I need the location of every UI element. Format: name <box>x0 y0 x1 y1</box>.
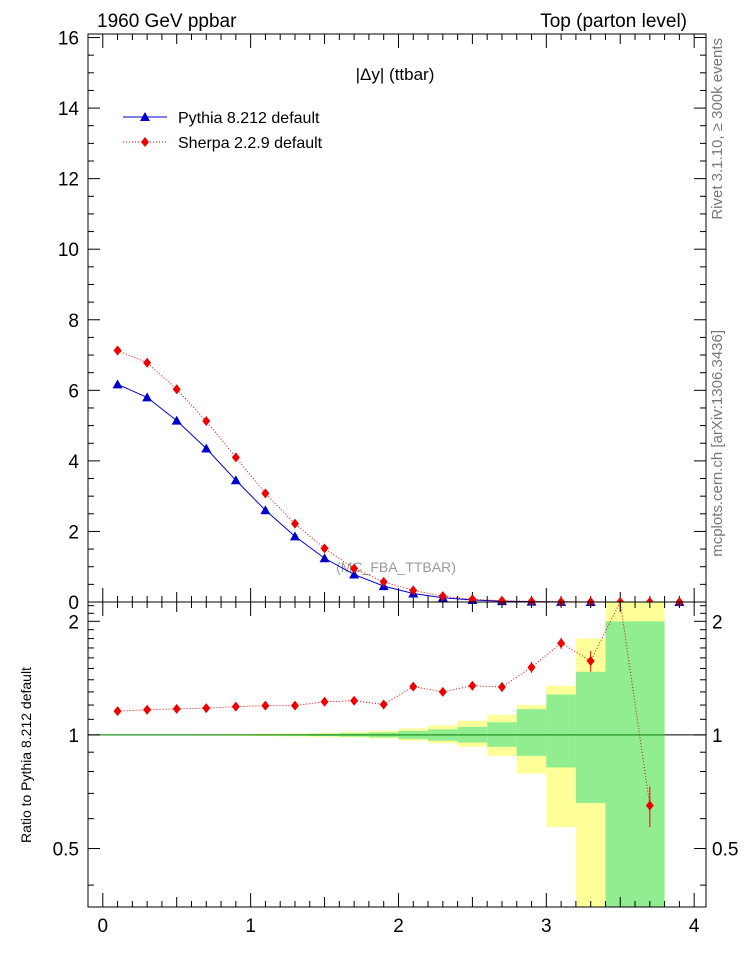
sherpa-ratio-point <box>172 703 181 714</box>
ratio-y-tick-label: 2 <box>68 612 79 633</box>
sherpa-ratio-point <box>586 655 595 666</box>
stat-uncertainty-band <box>635 621 665 907</box>
sherpa-ratio-point <box>350 695 359 706</box>
ratio-x-tick-label: 3 <box>541 916 552 937</box>
pythia-point <box>260 505 271 515</box>
ratio-y-label: Ratio to Pythia 8.212 default <box>18 667 34 843</box>
sherpa-ratio-point <box>438 686 447 697</box>
main-panel: 0 2 4 6 8 10 12 14 16 |Δy| (ttbar) (MC_FBA_TTBAR… <box>58 29 707 614</box>
pythia-point <box>319 553 330 563</box>
pythia-point <box>142 392 153 402</box>
legend-label-pythia: Pythia 8.212 default <box>178 110 320 127</box>
analysis-watermark: (MC_FBA_TTBAR) <box>336 559 456 575</box>
rivet-label: Rivet 3.1.10, ≥ 300k events <box>709 38 726 220</box>
sherpa-point <box>261 488 270 499</box>
legend-marker-sherpa <box>141 137 149 147</box>
main-y-tick-label: 4 <box>68 452 79 473</box>
legend-entry-sherpa: Sherpa 2.2.9 default <box>123 135 323 152</box>
ratio-y-tick-label-right: 0.5 <box>712 840 738 861</box>
main-y-tick-label: 6 <box>68 381 79 402</box>
sherpa-point <box>172 384 181 395</box>
pythia-point <box>349 569 360 579</box>
pythia-point <box>171 415 182 425</box>
stat-uncertainty-band <box>605 621 636 907</box>
sherpa-point <box>497 595 506 606</box>
sherpa-point <box>350 563 359 574</box>
header-right: Top (parton level) <box>540 11 687 32</box>
stat-uncertainty-band <box>516 709 547 756</box>
ratio-x-tick-label: 0 <box>97 916 108 937</box>
sherpa-point <box>231 452 240 463</box>
ratio-bands <box>102 602 665 907</box>
pythia-point <box>289 531 300 541</box>
ratio-x-tick-label: 1 <box>245 916 256 937</box>
ratio-y-tick-label-right: 1 <box>712 726 723 747</box>
sherpa-ratio-point <box>320 696 329 707</box>
sherpa-ratio-point <box>527 662 536 673</box>
main-y-axis: 0 2 4 6 8 10 12 14 16 <box>58 29 706 614</box>
legend-marker-pythia <box>140 112 150 121</box>
ratio-y-tick-label: 0.5 <box>53 840 79 861</box>
stat-uncertainty-band <box>575 671 606 804</box>
plot-title: |Δy| (ttbar) <box>356 65 435 84</box>
sherpa-ratio-point <box>202 703 211 714</box>
main-y-tick-label: 12 <box>58 170 79 191</box>
main-y-tick-label: 0 <box>68 593 79 614</box>
sherpa-ratio-point <box>379 699 388 710</box>
main-y-tick-label: 14 <box>58 99 80 120</box>
sherpa-point <box>202 416 211 427</box>
ratio-x-tick-label: 2 <box>393 916 404 937</box>
legend-entry-pythia: Pythia 8.212 default <box>123 110 320 127</box>
ratio-x-axis: 0 1 2 3 4 <box>97 602 700 937</box>
sherpa-ratio-point <box>261 700 270 711</box>
ratio-y-axis: 0.5 0.5 1 1 2 2 <box>53 605 738 886</box>
main-y-tick-label: 10 <box>58 240 79 261</box>
main-y-tick-label: 16 <box>58 29 79 50</box>
sherpa-point <box>527 596 536 607</box>
sherpa-point <box>379 576 388 587</box>
ratio-series <box>88 600 706 828</box>
sherpa-ratio-point <box>143 704 152 715</box>
mcplots-label: mcplots.cern.ch [arXiv:1306.3436] <box>709 330 726 557</box>
sherpa-ratio-point <box>468 680 477 691</box>
sherpa-ratio-point <box>497 681 506 692</box>
sherpa-point <box>143 357 152 368</box>
sherpa-ratio-point <box>557 638 566 649</box>
ratio-y-tick-label: 1 <box>68 726 79 747</box>
sherpa-point <box>320 543 329 554</box>
pythia-point <box>112 379 123 389</box>
stat-uncertainty-band <box>546 694 576 768</box>
pythia-point <box>230 475 241 485</box>
sherpa-point <box>438 591 447 602</box>
ratio-panel: 0.5 0.5 1 1 2 2 0 1 2 3 4 Ratio to Pythia 8.212 d… <box>18 600 738 937</box>
sherpa-ratio-point <box>409 681 418 692</box>
sherpa-ratio-point <box>231 701 240 712</box>
ratio-y-tick-label-right: 2 <box>712 612 723 633</box>
legend: Pythia 8.212 default Sherpa 2.2.9 defaul… <box>123 110 323 152</box>
sherpa-point <box>290 518 299 529</box>
sherpa-ratio-point <box>645 800 654 811</box>
main-y-tick-label: 8 <box>68 311 79 332</box>
ratio-frame <box>87 601 707 908</box>
pythia-point <box>201 443 212 453</box>
sherpa-ratio-point <box>290 700 299 711</box>
sherpa-point <box>113 345 122 356</box>
legend-label-sherpa: Sherpa 2.2.9 default <box>178 135 323 152</box>
ratio-x-tick-label: 4 <box>689 916 700 937</box>
sherpa-ratio-point <box>113 706 122 717</box>
main-y-tick-label: 2 <box>68 522 79 543</box>
sherpa-point <box>409 585 418 596</box>
header-left: 1960 GeV ppbar <box>97 11 237 32</box>
